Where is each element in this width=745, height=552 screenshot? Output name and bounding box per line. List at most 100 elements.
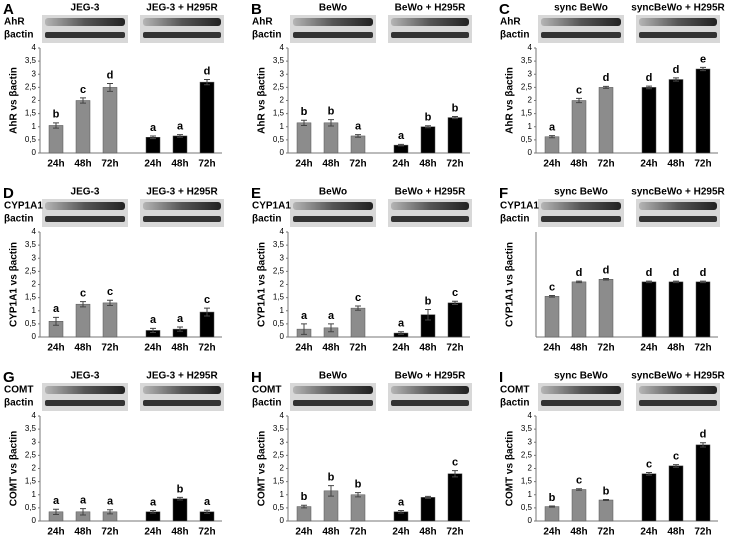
y-tick-label: 0	[32, 516, 37, 525]
significance-letter: b	[301, 491, 308, 503]
x-tick-label: 48h	[322, 527, 339, 538]
blot-band	[639, 18, 717, 26]
x-tick-label: 72h	[446, 343, 463, 354]
significance-letter: a	[398, 130, 405, 142]
blot-band	[45, 216, 125, 222]
bar	[350, 307, 366, 338]
blot-band	[293, 216, 373, 222]
error-bar	[328, 119, 334, 127]
significance-letter: c	[646, 458, 652, 470]
error-bar	[603, 85, 609, 89]
significance-letter: b	[425, 112, 432, 124]
error-bar	[107, 299, 113, 306]
y-tick-label: 0,5	[25, 503, 37, 512]
x-tick-label: 72h	[446, 159, 463, 170]
y-tick-label: 2	[528, 96, 533, 105]
error-bar	[603, 277, 609, 281]
blot-band	[639, 216, 717, 222]
y-tick-label: 2	[32, 96, 37, 105]
blot-band	[293, 386, 373, 394]
panel-letter: G	[3, 369, 15, 386]
blot-label: βactin	[252, 398, 281, 409]
significance-letter: d	[576, 267, 583, 279]
group-label: JEG-3 + H295R	[146, 187, 218, 198]
significance-letter: c	[452, 457, 458, 469]
x-tick-label: 24h	[392, 159, 409, 170]
y-tick-label: 2,5	[273, 82, 285, 91]
x-tick-label: 72h	[694, 527, 711, 538]
x-tick-label: 24h	[543, 527, 560, 538]
y-tick-label: 0,5	[521, 503, 533, 512]
error-bar	[398, 510, 404, 514]
x-tick-label: 48h	[74, 343, 91, 354]
x-tick-label: 72h	[349, 343, 366, 354]
y-tick-label: 0,5	[25, 135, 37, 144]
panel-letter: A	[3, 1, 14, 18]
significance-letter: a	[355, 121, 362, 133]
blot-band	[391, 32, 469, 38]
error-bar	[53, 508, 59, 515]
blot-band	[143, 32, 221, 38]
error-bar	[150, 327, 156, 334]
x-tick-label: 72h	[101, 159, 118, 170]
significance-letter: d	[673, 267, 680, 279]
blot-label: CYP1A1	[500, 201, 539, 212]
significance-letter: b	[328, 106, 335, 118]
y-axis-label: CYP1A1 vs βactin	[9, 242, 20, 327]
bar	[695, 68, 711, 154]
y-tick-label: 2,5	[273, 266, 285, 275]
x-tick-label: 48h	[171, 343, 188, 354]
x-tick-label: 24h	[47, 343, 64, 354]
error-bar	[301, 323, 307, 335]
bar	[544, 506, 560, 522]
bar	[571, 281, 587, 338]
error-bar	[204, 307, 210, 317]
bar	[668, 465, 684, 522]
blot-label: βactin	[4, 30, 33, 41]
group-label: JEG-3 + H295R	[146, 371, 218, 382]
group-label: sync BeWo	[554, 371, 608, 382]
y-tick-label: 1	[32, 122, 37, 131]
significance-letter: c	[80, 287, 86, 299]
error-bar	[452, 470, 458, 478]
panel-letter: B	[251, 1, 262, 18]
error-bar	[328, 323, 334, 333]
blot-band	[293, 202, 373, 210]
panel-letter: H	[251, 369, 262, 386]
y-tick-label: 3	[280, 253, 285, 262]
x-tick-label: 48h	[74, 527, 91, 538]
significance-letter: a	[398, 318, 405, 330]
x-tick-label: 48h	[74, 159, 91, 170]
y-tick-label: 3,5	[25, 424, 37, 433]
y-tick-label: 3,5	[521, 56, 533, 65]
x-tick-label: 48h	[171, 159, 188, 170]
y-tick-label: 2	[32, 464, 37, 473]
error-bar	[204, 79, 210, 86]
y-tick-label: 0,5	[521, 135, 533, 144]
x-tick-label: 48h	[419, 159, 436, 170]
group-label: syncBeWo + H295R	[631, 3, 725, 14]
error-bar	[355, 134, 361, 138]
y-tick-label: 4	[280, 411, 285, 420]
y-tick-label: 3	[280, 437, 285, 446]
blot-band	[541, 400, 621, 406]
bar	[420, 497, 436, 522]
error-bar	[576, 488, 582, 491]
error-bar	[576, 280, 582, 284]
error-bar	[646, 280, 652, 284]
error-bar	[646, 471, 652, 476]
bar	[668, 79, 684, 154]
y-tick-label: 0,5	[273, 503, 285, 512]
significance-letter: d	[646, 72, 653, 84]
group-label: JEG-3	[71, 187, 100, 198]
x-tick-label: 24h	[47, 159, 64, 170]
bar	[571, 100, 587, 154]
significance-letter: a	[53, 303, 60, 315]
x-tick-label: 48h	[322, 343, 339, 354]
significance-letter: a	[150, 122, 157, 134]
bar	[571, 489, 587, 522]
significance-letter: a	[150, 496, 157, 508]
y-tick-label: 4	[280, 43, 285, 52]
x-tick-label: 72h	[597, 527, 614, 538]
